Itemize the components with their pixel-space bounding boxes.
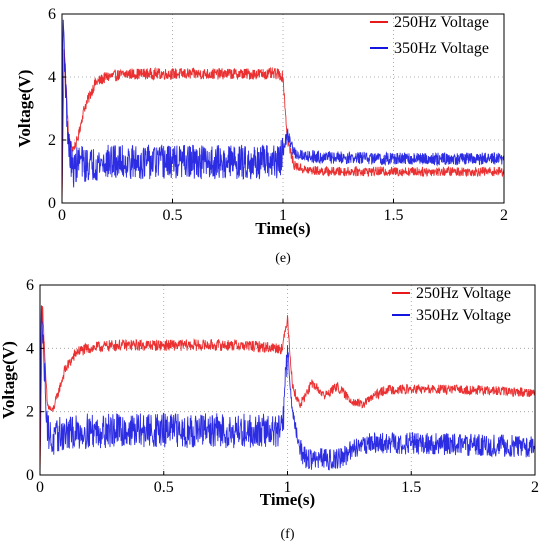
legend-label: 350Hz Voltage bbox=[416, 307, 511, 324]
legend-label: 350Hz Voltage bbox=[394, 40, 489, 57]
chart-panel-f: 0 0.5 1 1.5 2 0 2 4 6 Time(s) Voltage(V) 250Hz Volt… bbox=[0, 277, 539, 542]
x-axis-label: Time(s) bbox=[260, 490, 315, 509]
x-tick-label: 1.5 bbox=[384, 207, 404, 224]
x-tick-label: 2 bbox=[531, 479, 539, 496]
x-tick-label: 0 bbox=[36, 479, 44, 496]
series-line-250hz-voltage bbox=[61, 49, 505, 201]
x-tick-label: 0 bbox=[58, 207, 66, 224]
x-tick-label: 1 bbox=[284, 479, 292, 496]
x-axis-label: Time(s) bbox=[255, 219, 310, 238]
chart-panel-e: 0 0.5 1 1.5 2 0 2 4 6 Time(s) Voltage(V) 250Hz Volt… bbox=[15, 6, 508, 266]
y-tick-label: 4 bbox=[26, 340, 34, 357]
y-axis-label: Voltage(V) bbox=[15, 70, 34, 148]
x-tick-label: 1.5 bbox=[401, 479, 421, 496]
x-tick-label: 1 bbox=[279, 207, 287, 224]
legend-label: 250Hz Voltage bbox=[394, 14, 489, 31]
series-line-350hz-voltage bbox=[39, 305, 536, 471]
y-tick-label: 6 bbox=[48, 6, 56, 23]
y-axis-label: Voltage(V) bbox=[0, 341, 18, 419]
x-tick-label: 0.5 bbox=[163, 207, 183, 224]
y-tick-label: 2 bbox=[48, 132, 56, 149]
figure-caption: (f) bbox=[281, 527, 295, 542]
figure-caption: (e) bbox=[275, 251, 291, 266]
x-tick-label: 2 bbox=[500, 207, 508, 224]
x-tick-label: 0.5 bbox=[154, 479, 174, 496]
y-tick-label: 0 bbox=[48, 195, 56, 212]
y-tick-label: 6 bbox=[26, 277, 34, 294]
y-tick-label: 0 bbox=[26, 467, 34, 484]
series-line-250hz-voltage bbox=[39, 306, 536, 473]
y-tick-label: 2 bbox=[26, 404, 34, 421]
y-tick-label: 4 bbox=[48, 69, 56, 86]
series-line-350hz-voltage bbox=[61, 19, 505, 196]
legend-label: 250Hz Voltage bbox=[416, 285, 511, 302]
